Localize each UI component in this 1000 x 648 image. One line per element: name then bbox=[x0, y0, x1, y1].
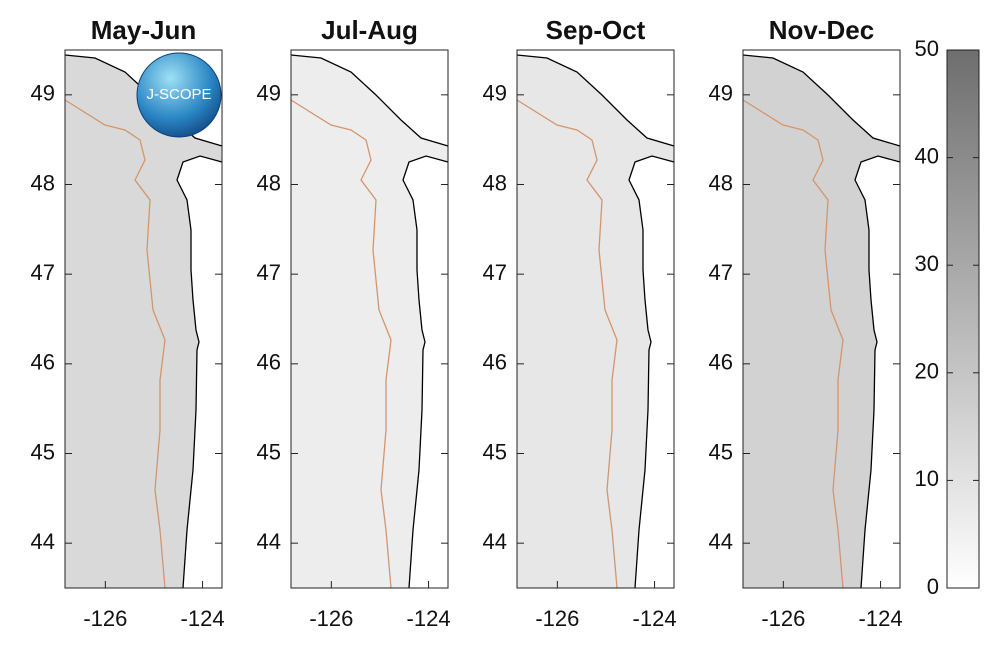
ocean-field bbox=[743, 55, 900, 588]
lat-tick-label: 45 bbox=[709, 439, 733, 464]
panel-frame bbox=[516, 49, 675, 589]
lat-tick-label: 45 bbox=[257, 439, 281, 464]
map-panel bbox=[290, 49, 449, 589]
lat-tick-label: 48 bbox=[257, 170, 281, 195]
panel-title: May-Jun bbox=[91, 15, 196, 45]
lon-tick-label: -126 bbox=[535, 606, 579, 631]
panel-title: Jul-Aug bbox=[321, 15, 418, 45]
panel-title: Nov-Dec bbox=[769, 15, 874, 45]
lat-tick-label: 46 bbox=[709, 350, 733, 375]
lat-tick-label: 48 bbox=[709, 170, 733, 195]
lon-tick-label: -124 bbox=[633, 606, 677, 631]
ocean-field bbox=[291, 55, 448, 588]
lat-tick-label: 44 bbox=[709, 529, 733, 554]
lat-tick-label: 46 bbox=[31, 350, 55, 375]
map-panel bbox=[742, 49, 901, 589]
lat-tick-label: 45 bbox=[483, 439, 507, 464]
ocean-field bbox=[517, 55, 674, 588]
lat-tick-label: 49 bbox=[257, 81, 281, 106]
lat-tick-label: 48 bbox=[31, 170, 55, 195]
panel-frame bbox=[290, 49, 449, 589]
colorbar-tick-label: 50 bbox=[915, 36, 939, 61]
panel-frame bbox=[64, 49, 223, 589]
lat-tick-label: 44 bbox=[257, 529, 281, 554]
lon-tick-label: -124 bbox=[181, 606, 225, 631]
lon-tick-label: -126 bbox=[761, 606, 805, 631]
lat-tick-label: 47 bbox=[257, 260, 281, 285]
panel-title: Sep-Oct bbox=[546, 15, 646, 45]
colorbar-tick-label: 0 bbox=[927, 574, 939, 599]
colorbar-tick-label: 40 bbox=[915, 143, 939, 168]
colorbar-tick-label: 10 bbox=[915, 466, 939, 491]
logo-badge bbox=[136, 52, 222, 138]
ocean-field bbox=[65, 55, 222, 588]
colorbar-tick-label: 30 bbox=[915, 251, 939, 276]
lat-tick-label: 44 bbox=[483, 529, 507, 554]
lat-tick-label: 49 bbox=[483, 81, 507, 106]
lat-tick-label: 48 bbox=[483, 170, 507, 195]
lat-tick-label: 49 bbox=[709, 81, 733, 106]
lat-tick-label: 47 bbox=[31, 260, 55, 285]
colorbar-tick-label: 20 bbox=[915, 359, 939, 384]
panel-frame bbox=[742, 49, 901, 589]
lat-tick-label: 45 bbox=[31, 439, 55, 464]
lat-tick-label: 46 bbox=[483, 350, 507, 375]
lat-tick-label: 46 bbox=[257, 350, 281, 375]
lat-tick-label: 47 bbox=[483, 260, 507, 285]
colorbar bbox=[946, 49, 980, 589]
lon-tick-label: -124 bbox=[859, 606, 903, 631]
lon-tick-label: -124 bbox=[407, 606, 451, 631]
lat-tick-label: 44 bbox=[31, 529, 55, 554]
map-panel bbox=[516, 49, 675, 589]
lon-tick-label: -126 bbox=[309, 606, 353, 631]
lat-tick-label: 47 bbox=[709, 260, 733, 285]
lat-tick-label: 49 bbox=[31, 81, 55, 106]
map-panel bbox=[64, 49, 223, 589]
logo-text: J-SCOPE bbox=[146, 86, 211, 103]
lon-tick-label: -126 bbox=[83, 606, 127, 631]
